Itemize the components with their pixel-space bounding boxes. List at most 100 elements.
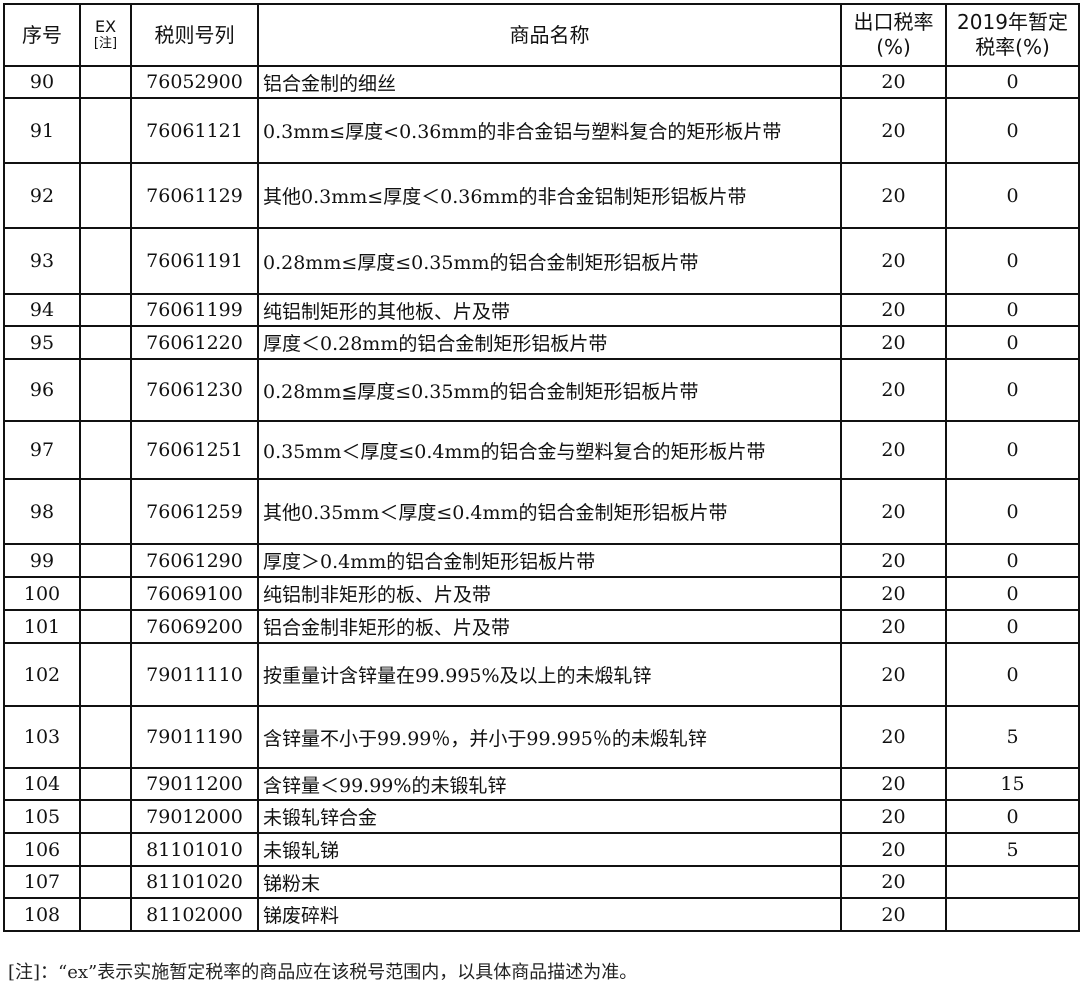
seq-cell: 108	[3, 897, 81, 932]
seq-cell: 102	[3, 642, 81, 707]
header-row: 序号 EX [注] 税则号列 商品名称 出口税率 (%) 2019年暂定 税率(%)	[3, 3, 1080, 67]
ex-cell	[79, 865, 132, 899]
code-cell: 76061290	[130, 543, 259, 578]
tariff-table: 序号 EX [注] 税则号列 商品名称 出口税率 (%) 2019年暂定 税率(%) …	[3, 3, 1080, 932]
export-rate-cell: 20	[840, 293, 947, 327]
code-cell: 76061230	[130, 358, 259, 422]
ex-cell	[79, 97, 132, 164]
ex-cell	[79, 705, 132, 769]
table-row: 92 76061129 其他0.3mm≤厚度＜0.36mm的非合金铝制矩形铝板片带 2…	[3, 162, 1080, 229]
seq-cell: 91	[3, 97, 81, 164]
table-row: 97 76061251 0.35mm＜厚度≤0.4mm的铝合金与塑料复合的矩形板片带…	[3, 420, 1080, 480]
name-cell: 厚度＜0.28mm的铝合金制矩形铝板片带	[257, 325, 842, 360]
header-export-rate-line1: 出口税率	[853, 10, 934, 34]
table-row: 102 79011110 按重量计含锌量在99.995%及以上的未煅轧锌 20 0	[3, 642, 1080, 707]
name-cell: 铝合金制的细丝	[257, 65, 842, 99]
header-code: 税则号列	[130, 3, 259, 67]
header-seq: 序号	[3, 3, 81, 67]
export-rate-cell: 20	[840, 97, 947, 164]
ex-cell	[79, 576, 132, 611]
temp-rate-cell: 0	[945, 543, 1080, 578]
ex-cell	[79, 832, 132, 867]
export-rate-cell: 20	[840, 358, 947, 422]
ex-cell	[79, 897, 132, 932]
temp-rate-cell: 0	[945, 358, 1080, 422]
name-cell: 纯铝制非矩形的板、片及带	[257, 576, 842, 611]
ex-cell	[79, 642, 132, 707]
temp-rate-cell: 0	[945, 162, 1080, 229]
seq-cell: 100	[3, 576, 81, 611]
code-cell: 76061259	[130, 478, 259, 545]
name-cell: 含锌量不小于99.99％，并小于99.995％的未煅轧锌	[257, 705, 842, 769]
name-cell: 铝合金制非矩形的板、片及带	[257, 609, 842, 644]
ex-cell	[79, 767, 132, 801]
seq-cell: 98	[3, 478, 81, 545]
export-rate-cell: 20	[840, 705, 947, 769]
seq-cell: 99	[3, 543, 81, 578]
table-row: 100 76069100 纯铝制非矩形的板、片及带 20 0	[3, 576, 1080, 611]
temp-rate-cell: 15	[945, 767, 1080, 801]
table-row: 105 79012000 未锻轧锌合金 20 0	[3, 799, 1080, 834]
ex-cell	[79, 65, 132, 99]
name-cell: 0.28mm≦厚度≤0.35mm的铝合金制矩形铝板片带	[257, 358, 842, 422]
temp-rate-cell: 0	[945, 293, 1080, 327]
name-cell: 其他0.35mm＜厚度≤0.4mm的铝合金制矩形铝板片带	[257, 478, 842, 545]
temp-rate-cell: 0	[945, 420, 1080, 480]
name-cell: 锑废碎料	[257, 897, 842, 932]
seq-cell: 94	[3, 293, 81, 327]
seq-cell: 96	[3, 358, 81, 422]
temp-rate-cell: 5	[945, 705, 1080, 769]
table-row: 106 81101010 未锻轧锑 20 5	[3, 832, 1080, 867]
table-row: 98 76061259 其他0.35mm＜厚度≤0.4mm的铝合金制矩形铝板片带 20…	[3, 478, 1080, 545]
code-cell: 79011110	[130, 642, 259, 707]
code-cell: 76061199	[130, 293, 259, 327]
seq-cell: 97	[3, 420, 81, 480]
code-cell: 76061121	[130, 97, 259, 164]
export-rate-cell: 20	[840, 65, 947, 99]
code-cell: 76069200	[130, 609, 259, 644]
seq-cell: 106	[3, 832, 81, 867]
temp-rate-cell: 0	[945, 325, 1080, 360]
code-cell: 79012000	[130, 799, 259, 834]
name-cell: 纯铝制矩形的其他板、片及带	[257, 293, 842, 327]
name-cell: 未锻轧锑	[257, 832, 842, 867]
temp-rate-cell	[945, 865, 1080, 899]
header-export-rate-line2: (%)	[876, 35, 911, 59]
ex-cell	[79, 543, 132, 578]
export-rate-cell: 20	[840, 832, 947, 867]
ex-cell	[79, 799, 132, 834]
name-cell: 未锻轧锌合金	[257, 799, 842, 834]
seq-cell: 90	[3, 65, 81, 99]
export-rate-cell: 20	[840, 576, 947, 611]
header-temp-rate: 2019年暂定 税率(%)	[945, 3, 1080, 67]
ex-cell	[79, 478, 132, 545]
export-rate-cell: 20	[840, 478, 947, 545]
table-row: 103 79011190 含锌量不小于99.99％，并小于99.995％的未煅轧锌 2…	[3, 705, 1080, 769]
code-cell: 76061251	[130, 420, 259, 480]
code-cell: 76052900	[130, 65, 259, 99]
table-row: 107 81101020 锑粉末 20	[3, 865, 1080, 899]
seq-cell: 103	[3, 705, 81, 769]
code-cell: 81102000	[130, 897, 259, 932]
header-temp-rate-line1: 2019年暂定	[957, 10, 1068, 34]
table-row: 101 76069200 铝合金制非矩形的板、片及带 20 0	[3, 609, 1080, 644]
name-cell: 0.3mm≤厚度<0.36mm的非合金铝与塑料复合的矩形板片带	[257, 97, 842, 164]
header-export-rate: 出口税率 (%)	[840, 3, 947, 67]
footnote: [注]：“ex”表示实施暂定税率的商品应在该税号范围内，以具体商品描述为准。	[8, 962, 638, 983]
name-cell: 锑粉末	[257, 865, 842, 899]
temp-rate-cell: 0	[945, 609, 1080, 644]
table-row: 104 79011200 含锌量＜99.99%的未锻轧锌 20 15	[3, 767, 1080, 801]
table-row: 91 76061121 0.3mm≤厚度<0.36mm的非合金铝与塑料复合的矩形板片…	[3, 97, 1080, 164]
seq-cell: 105	[3, 799, 81, 834]
code-cell: 81101020	[130, 865, 259, 899]
table-row: 93 76061191 0.28mm≤厚度≤0.35mm的铝合金制矩形铝板片带 20 0	[3, 227, 1080, 295]
export-rate-cell: 20	[840, 897, 947, 932]
ex-cell	[79, 325, 132, 360]
export-rate-cell: 20	[840, 642, 947, 707]
header-ex-note: [注]	[93, 36, 118, 51]
seq-cell: 104	[3, 767, 81, 801]
code-cell: 76061191	[130, 227, 259, 295]
export-rate-cell: 20	[840, 543, 947, 578]
ex-cell	[79, 162, 132, 229]
header-temp-rate-line2: 税率(%)	[975, 35, 1050, 59]
